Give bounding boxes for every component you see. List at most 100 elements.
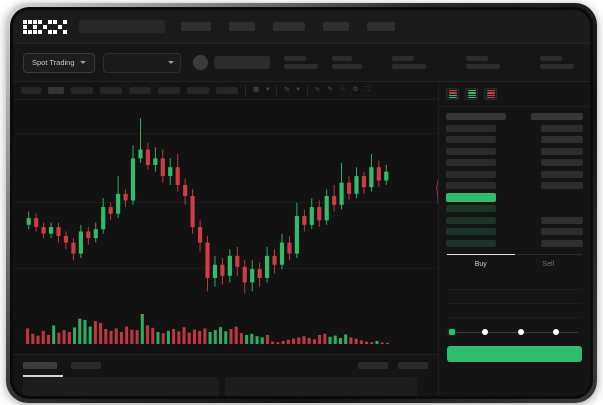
- nav-item-1[interactable]: [229, 22, 255, 31]
- nav-item-4[interactable]: [367, 22, 395, 31]
- market-type-label: Spot Trading: [32, 58, 75, 67]
- chevron-down-icon[interactable]: ▾: [296, 86, 300, 94]
- coin-icon: [192, 55, 208, 70]
- fullscreen-icon[interactable]: ⛶: [365, 86, 370, 94]
- market-stat-value: [392, 64, 426, 69]
- orderbook-ask-row[interactable]: [446, 124, 583, 133]
- orders-panel-right[interactable]: [225, 377, 417, 396]
- market-stats-right: [378, 56, 580, 69]
- timeframe-button-3[interactable]: [100, 87, 122, 94]
- logo-letter-k: [38, 19, 52, 34]
- market-stat-value: [331, 64, 362, 69]
- orderbook-both-icon[interactable]: [446, 88, 459, 100]
- market-header: Spot Trading: [13, 44, 590, 82]
- orders-content: [13, 369, 438, 396]
- orders-action-1[interactable]: [398, 362, 428, 369]
- orderbook-ask-row[interactable]: [446, 147, 583, 156]
- slider-node-25[interactable]: [482, 329, 488, 335]
- orderbook-size: [541, 205, 583, 212]
- pair-selector[interactable]: [102, 52, 181, 73]
- order-price-field[interactable]: [447, 276, 582, 290]
- orderbook-ask-row[interactable]: [446, 135, 583, 144]
- orderbook-ask-row[interactable]: [446, 170, 583, 179]
- top-navigation-bar: OKX: [13, 10, 590, 44]
- slider-node-50[interactable]: [518, 329, 524, 335]
- nav-item-2[interactable]: [273, 22, 305, 31]
- orderbook-column-headers: [446, 112, 583, 121]
- timeframe-button-0[interactable]: [21, 87, 41, 94]
- nav-search-box[interactable]: [79, 20, 165, 33]
- orderbook-ask-row[interactable]: [446, 158, 583, 167]
- orderbook-bid-row[interactable]: [446, 239, 583, 248]
- chevron-down-icon[interactable]: ▾: [266, 86, 270, 94]
- chart-toolbar: ▦ ▾ fx ▾ ∿ ✎ ☉ ⚙ ⛶: [13, 82, 438, 100]
- timeframe-button-1[interactable]: [48, 87, 64, 94]
- trade-form-fields: [439, 268, 590, 318]
- timeframe-button-6[interactable]: [187, 87, 209, 94]
- timeframe-button-4[interactable]: [129, 87, 151, 94]
- market-stat-0: [283, 56, 318, 69]
- orderbook-price: [446, 124, 496, 132]
- amount-percentage-slider[interactable]: [449, 328, 580, 338]
- orderbook-price: [446, 182, 496, 189]
- timeframe-button-5[interactable]: [158, 87, 180, 94]
- orders-tab-0[interactable]: [23, 362, 57, 369]
- orderbook-asks-icon[interactable]: [484, 88, 497, 100]
- orderbook-price: [446, 147, 496, 155]
- market-stat-label: [392, 56, 414, 61]
- orderbook-rows[interactable]: [439, 107, 590, 248]
- market-stat-value: [540, 64, 574, 69]
- orderbook-price: [446, 170, 496, 178]
- timeframe-button-2[interactable]: [71, 87, 93, 94]
- last-price-spacer: [541, 194, 583, 201]
- market-stat-label: [540, 56, 562, 61]
- settings-icon[interactable]: ⚙: [352, 86, 359, 94]
- orders-tab-active-underline: [23, 375, 63, 377]
- candle-type-icon[interactable]: ▦: [253, 86, 260, 94]
- tab-buy[interactable]: Buy: [474, 260, 487, 268]
- indicator-icon[interactable]: fx: [284, 86, 290, 94]
- orderbook-bid-row[interactable]: [446, 227, 583, 236]
- orderbook-view-modes: [439, 82, 590, 107]
- pencil-icon[interactable]: ✎: [327, 86, 333, 94]
- orderbook-size: [541, 170, 583, 178]
- orderbook-size: [541, 182, 583, 189]
- orders-tab-1[interactable]: [71, 362, 101, 369]
- orderbook-size: [541, 147, 583, 155]
- orderbook-ask-row[interactable]: [446, 181, 583, 190]
- market-stat-label: [331, 56, 352, 61]
- order-amount-field[interactable]: [447, 290, 582, 304]
- orderbook-bid-row[interactable]: [446, 216, 583, 225]
- orderbook-bid-row[interactable]: [446, 204, 583, 213]
- market-stat-value: [466, 64, 500, 69]
- trade-side-tabs: Buy Sell: [447, 253, 582, 268]
- chevron-down-icon: [167, 61, 174, 64]
- market-stat-1: [331, 56, 362, 69]
- market-type-dropdown[interactable]: Spot Trading: [23, 52, 95, 73]
- nav-item-0[interactable]: [181, 22, 211, 31]
- orderbook-price: [446, 228, 496, 235]
- orders-tabs: [13, 355, 438, 377]
- submit-buy-button[interactable]: [447, 345, 582, 362]
- slider-node-0[interactable]: [449, 329, 455, 335]
- orderbook-col-size: [531, 113, 583, 120]
- slider-node-75[interactable]: [553, 329, 559, 335]
- nav-item-3[interactable]: [323, 22, 349, 31]
- toolbar-divider: [306, 86, 308, 95]
- order-total-field[interactable]: [447, 304, 582, 318]
- orders-action-0[interactable]: [358, 362, 388, 369]
- timeframe-button-7[interactable]: [216, 87, 238, 94]
- tab-sell[interactable]: Sell: [542, 260, 555, 268]
- orderbook-price: [446, 239, 496, 247]
- orders-panel-left[interactable]: [23, 377, 219, 396]
- line-tool-icon[interactable]: ∿: [314, 86, 321, 94]
- volume-series: [26, 314, 389, 344]
- orderbook-last-price-row: [446, 192, 583, 202]
- market-stat-label: [466, 56, 488, 61]
- okx-logo[interactable]: OKX: [23, 19, 67, 34]
- price-chart[interactable]: [13, 100, 438, 354]
- magnet-icon[interactable]: ☉: [339, 86, 346, 94]
- depth-chart-overlay: [436, 100, 438, 206]
- orderbook-bids-icon[interactable]: [465, 88, 478, 100]
